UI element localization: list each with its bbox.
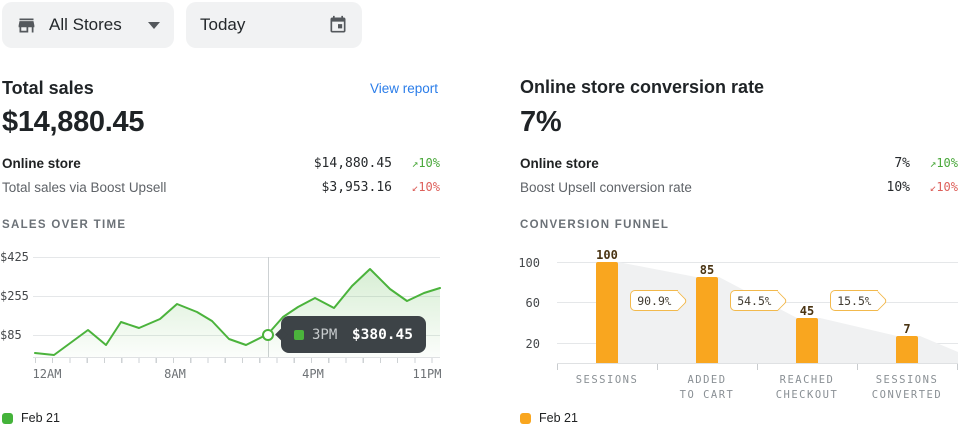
metric-label: Total sales via Boost Upsell — [2, 179, 167, 195]
store-selector-button[interactable]: All Stores — [2, 2, 174, 48]
category-label-reached-checkout: REACHED CHECKOUT — [775, 374, 839, 401]
hover-point-marker — [262, 329, 274, 341]
metric-delta-up: ↗10% — [411, 156, 440, 170]
metric-value: 7% — [894, 155, 910, 171]
tooltip-series-swatch — [294, 329, 304, 340]
x-axis-tick — [557, 364, 558, 370]
x-axis-line — [557, 363, 958, 364]
date-selector-button[interactable]: Today — [186, 2, 362, 48]
metric-label: Online store — [520, 155, 599, 171]
gridline — [33, 257, 440, 258]
bar-value-label: 85 — [699, 263, 715, 277]
metric-label: Online store — [2, 155, 81, 171]
y-axis-label: $425 — [0, 250, 29, 264]
view-report-link[interactable]: View report — [369, 81, 438, 96]
date-selector-label: Today — [200, 15, 246, 34]
x-axis-label: 11PM — [412, 367, 442, 381]
arrow-down-icon: ↙ — [411, 181, 419, 194]
calendar-icon — [330, 15, 346, 33]
funnel-bar-added-to-cart[interactable] — [696, 277, 718, 363]
metric-row-online-store-sales: Online store $14,880.45 ↗10% — [2, 153, 440, 173]
bar-value-label: 7 — [903, 322, 911, 336]
metric-delta-up: ↗10% — [929, 156, 958, 170]
arrow-down-icon: ↙ — [929, 181, 937, 194]
gridline — [33, 335, 440, 336]
x-axis-label: 12AM — [32, 367, 62, 381]
legend-swatch-orange — [520, 412, 531, 424]
funnel-bar-sessions-converted[interactable] — [896, 336, 918, 363]
hover-crosshair-line — [268, 257, 269, 357]
x-axis-label: 8AM — [164, 367, 186, 381]
x-axis-tick — [957, 364, 958, 370]
bar-value-label: 45 — [799, 304, 815, 318]
metric-delta-down: ↙10% — [411, 180, 440, 194]
x-axis-label: 4PM — [302, 367, 324, 381]
legend-swatch-green — [2, 412, 13, 424]
chart-tooltip: 3PM $380.45 — [281, 316, 426, 353]
tooltip-value: $380.45 — [351, 326, 413, 343]
x-axis-tick — [857, 364, 858, 370]
legend-label: Feb 21 — [21, 411, 60, 425]
y-axis-label: $255 — [0, 289, 29, 303]
metric-value: 10% — [886, 179, 910, 195]
x-axis-ticks — [35, 358, 434, 363]
y-axis-label: 60 — [525, 296, 540, 310]
metric-row-boost-upsell-sales: Total sales via Boost Upsell $3,953.16 ↙… — [2, 177, 440, 197]
x-axis-tick — [657, 364, 658, 370]
y-axis-label: 20 — [525, 337, 540, 351]
funnel-bar-sessions[interactable] — [596, 262, 618, 363]
metric-row-online-store-rate: Online store 7% ↗10% — [520, 153, 958, 173]
conversion-rate-value: 7% — [520, 106, 562, 138]
conversion-rate-badge: 15.5% — [830, 290, 878, 311]
metric-label: Boost Upsell conversion rate — [520, 179, 692, 195]
storefront-icon — [18, 18, 35, 32]
sales-over-time-heading: SALES OVER TIME — [2, 219, 127, 231]
bar-value-label: 100 — [596, 248, 618, 262]
gridline — [557, 262, 958, 263]
funnel-bar-reached-checkout[interactable] — [796, 318, 818, 363]
conversion-funnel-heading: CONVERSION FUNNEL — [520, 219, 670, 231]
y-axis-label: 100 — [518, 256, 540, 270]
metric-value: $14,880.45 — [313, 155, 392, 171]
x-axis-tick — [757, 364, 758, 370]
arrow-up-icon: ↗ — [929, 157, 937, 170]
funnel-legend: Feb 21 — [520, 411, 578, 425]
arrow-up-icon: ↗ — [411, 157, 419, 170]
total-sales-title: Total sales — [2, 78, 94, 98]
category-label-added-to-cart: ADDED TO CART — [679, 374, 735, 401]
gridline — [33, 296, 440, 297]
sales-legend: Feb 21 — [2, 411, 60, 425]
metric-row-boost-upsell-rate: Boost Upsell conversion rate 10% ↙10% — [520, 177, 958, 197]
conversion-rate-title: Online store conversion rate — [520, 77, 765, 97]
conversion-rate-badge: 90.9% — [630, 290, 678, 311]
legend-label: Feb 21 — [539, 411, 578, 425]
conversion-rate-badge: 54.5% — [730, 290, 778, 311]
chevron-down-icon — [148, 21, 160, 29]
x-axis-line — [33, 357, 440, 358]
store-selector-label: All Stores — [49, 15, 122, 34]
metric-value: $3,953.16 — [321, 179, 392, 195]
total-sales-value: $14,880.45 — [2, 106, 145, 138]
y-axis-label: $85 — [0, 328, 22, 342]
sales-line — [34, 268, 441, 356]
tooltip-time: 3PM — [312, 326, 338, 343]
metric-delta-down: ↙10% — [929, 180, 958, 194]
category-label-sessions-converted: SESSIONS CONVERTED — [871, 374, 943, 401]
category-label-sessions: SESSIONS — [575, 374, 639, 386]
